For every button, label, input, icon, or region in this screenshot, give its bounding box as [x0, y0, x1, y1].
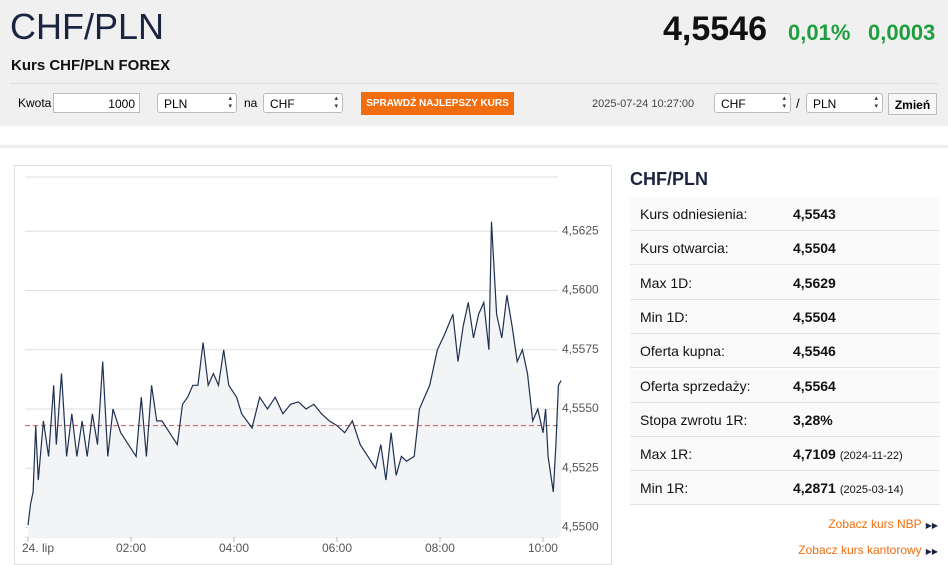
- page-title: CHF/PLN: [10, 6, 165, 47]
- stats-label: Kurs otwarcia:: [640, 240, 729, 257]
- area: [28, 221, 561, 538]
- pair-to-select[interactable]: PLN: [806, 93, 883, 113]
- stats-row: Max 1D: 4,5629: [630, 265, 940, 300]
- timestamp: 2025-07-24 10:27:00: [592, 98, 695, 110]
- stats-row: Kurs odniesienia: 4,5543: [630, 197, 940, 231]
- link[interactable]: Zobacz kurs kantorowy ▶▶: [798, 543, 938, 557]
- stats-label: Oferta kupna:: [640, 343, 725, 360]
- separator: /: [796, 96, 800, 111]
- stats-value: 3,28%: [793, 412, 833, 428]
- y-tick-label: 4,5500: [562, 520, 599, 534]
- x-tick-label: 24. lip: [22, 541, 54, 555]
- stats-label: Max 1R:: [640, 446, 693, 463]
- x-tick-label: 06:00: [322, 541, 352, 555]
- amount-input[interactable]: 1000: [53, 93, 140, 113]
- stats-date: (2025-03-14): [839, 484, 904, 497]
- stats-number: 4,7109: [793, 446, 836, 463]
- stats-date: (2024-11-22): [839, 450, 903, 463]
- amount-label: Kwota: [18, 96, 52, 110]
- stats-label: Max 1D:: [640, 274, 693, 291]
- chart: 4,5500 4,5525 4,5550 4,5575 4,5600 4,5625 24. …: [22, 176, 599, 555]
- stats-value: 4,5543: [793, 206, 836, 222]
- to-select[interactable]: CHF: [263, 93, 343, 113]
- stats-row: Kurs otwarcia: 4,5504: [630, 231, 940, 266]
- to-label: na: [244, 96, 258, 110]
- stats-value: 4,5629: [793, 275, 836, 291]
- stats-value: 4,5546: [793, 343, 836, 359]
- stats-value: 4,5504: [793, 240, 836, 256]
- stats-label: Stopa zwrotu 1R:: [640, 411, 748, 428]
- stats-value: 4,2871 (2025-03-14): [793, 480, 903, 496]
- stats-label: Oferta sprzedaży:: [640, 377, 751, 394]
- check-button[interactable]: SPRAWDŹ NAJLEPSZY KURS: [361, 92, 514, 115]
- stats-row: Max 1R: 4,7109 (2024-11-22): [630, 437, 940, 472]
- link-arrow: ▶▶: [925, 547, 938, 556]
- y-tick-label: 4,5600: [562, 283, 599, 297]
- stats-label: Min 1R:: [640, 480, 689, 497]
- stats-label: Min 1D:: [640, 308, 689, 325]
- stats-row: Min 1R: 4,2871 (2025-03-14): [630, 471, 940, 506]
- stats-value: 4,5564: [793, 378, 836, 394]
- y-tick-label: 4,5625: [562, 223, 599, 237]
- stats-number: 4,5629: [793, 274, 836, 291]
- stats-title: CHF/PLN: [630, 169, 708, 189]
- stats-label: Kurs odniesienia:: [640, 206, 748, 222]
- link-text: Zobacz kurs NBP: [828, 517, 922, 531]
- stats-row: Oferta sprzedaży: 4,5564: [630, 368, 940, 403]
- y-tick-label: 4,5575: [562, 342, 599, 356]
- y-tick-label: 4,5550: [562, 401, 599, 415]
- stats-number: 4,5504: [793, 240, 836, 257]
- line: [27, 221, 562, 526]
- change-pct: 0,01%: [788, 20, 851, 45]
- stats-number: 4,2871: [793, 480, 836, 497]
- y-tick-label: 4,5525: [562, 460, 599, 474]
- stats-row: Min 1D: 4,5504: [630, 299, 940, 334]
- stats-number: 4,5546: [793, 343, 836, 360]
- x-tick-label: 08:00: [425, 541, 455, 555]
- stats-number: 4,5543: [793, 206, 836, 222]
- stats-value: 4,5504: [793, 309, 836, 325]
- subtitle: Kurs CHF/PLN FOREX: [11, 57, 171, 74]
- swap-button[interactable]: Zmień: [888, 93, 937, 115]
- x-tick-label: 02:00: [116, 541, 146, 555]
- link[interactable]: Zobacz kurs NBP ▶▶: [828, 517, 938, 531]
- from-select[interactable]: PLN: [157, 93, 237, 113]
- divider: [10, 83, 938, 84]
- x-tick-label: 10:00: [528, 541, 558, 555]
- x-tick-label: 04:00: [219, 541, 249, 555]
- rate: 4,5546: [663, 10, 767, 48]
- stats-row: Oferta kupna: 4,5546: [630, 334, 940, 369]
- link-arrow: ▶▶: [925, 521, 938, 530]
- link-text: Zobacz kurs kantorowy: [798, 543, 922, 557]
- pair-from-select[interactable]: CHF: [714, 93, 791, 113]
- panel-border: [0, 145, 948, 148]
- stats-number: 4,5564: [793, 377, 836, 394]
- stats-value: 4,7109 (2024-11-22): [793, 446, 903, 462]
- stats-number: 3,28%: [793, 411, 833, 428]
- change-abs: 0,0003: [868, 20, 936, 45]
- stats-row: Stopa zwrotu 1R: 3,28%: [630, 402, 940, 437]
- stats-number: 4,5504: [793, 308, 836, 325]
